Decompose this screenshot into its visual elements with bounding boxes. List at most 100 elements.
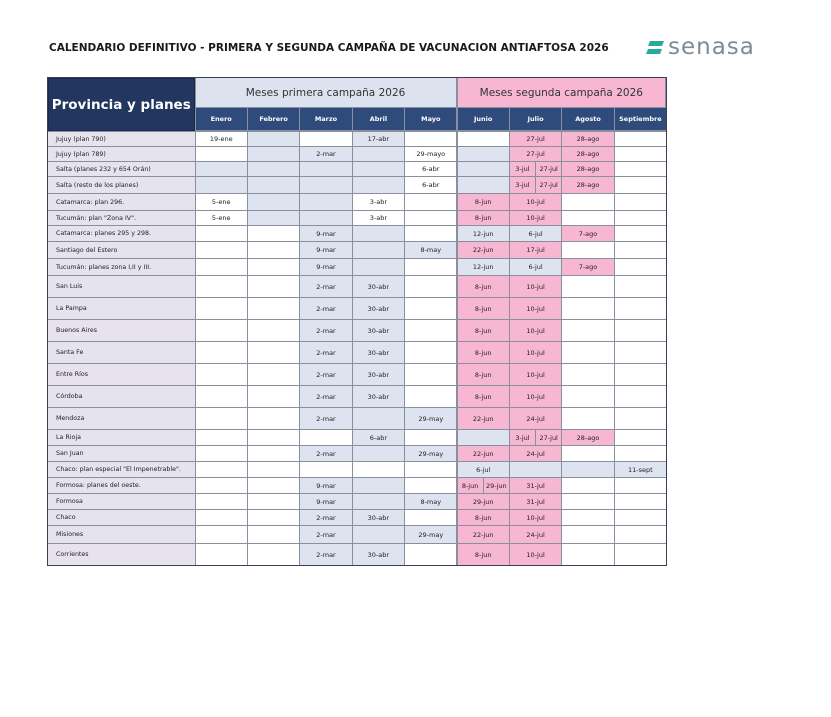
province-cell: Tucumán: planes zona I,II y III. [47, 258, 196, 276]
date-cell [404, 225, 458, 242]
date-cell [194, 493, 248, 510]
date-cell [194, 241, 248, 259]
date-cell: 2-mar [299, 543, 353, 566]
date-cell [613, 509, 668, 526]
month-header: Febrero [246, 107, 301, 131]
date-cell [613, 275, 668, 298]
date-cell: 5-ene [194, 193, 248, 211]
date-cell [561, 193, 615, 211]
month-header: Julio [508, 107, 563, 131]
date-cell: 3-jul 27-jul [508, 429, 563, 446]
date-cell [561, 241, 615, 259]
date: 3-jul [515, 181, 530, 189]
date-cell [351, 176, 406, 194]
date-cell: 3-abr [351, 193, 406, 211]
date-cell: 30-abr [351, 297, 406, 320]
date-cell [561, 341, 615, 364]
province-cell: Buenos Aires [47, 319, 196, 342]
date-cell [561, 275, 615, 298]
date-cell [561, 461, 615, 478]
date-cell [194, 176, 248, 194]
date-cell: 22-jun [456, 241, 510, 259]
date-cell [246, 477, 301, 494]
date-cell: 31-jul [508, 493, 563, 510]
date-cell [246, 131, 301, 147]
date-cell [561, 210, 615, 226]
date-cell: 8-jun [456, 385, 510, 408]
date-cell: 7-ago [561, 258, 615, 276]
date-cell: 28-ago [561, 146, 615, 162]
date-cell: 10-jul [508, 210, 563, 226]
date-cell [561, 319, 615, 342]
month-header: Marzo [299, 107, 353, 131]
date-cell [613, 385, 668, 408]
date-cell: 2-mar [299, 509, 353, 526]
province-cell: Catamarca: planes 295 y 298. [47, 225, 196, 242]
date-cell: 29-may [404, 445, 458, 462]
date: 27-jul [535, 430, 562, 445]
date-cell: 28-ago [561, 131, 615, 147]
date-cell [299, 429, 353, 446]
date-cell [613, 341, 668, 364]
date-cell [613, 146, 668, 162]
date-cell [246, 525, 301, 544]
date-cell [351, 477, 406, 494]
province-cell: Formosa [47, 493, 196, 510]
date: 3-jul [515, 433, 530, 442]
date-cell [246, 493, 301, 510]
date-cell [404, 210, 458, 226]
province-cell: Salta (resto de los planes) [47, 176, 196, 194]
date-cell: 2-mar [299, 363, 353, 386]
date-cell [246, 363, 301, 386]
date-cell [246, 385, 301, 408]
date-cell [194, 363, 248, 386]
date-cell [561, 445, 615, 462]
date-cell [613, 477, 668, 494]
date-cell [404, 477, 458, 494]
date: 3-jul [515, 165, 530, 173]
date-cell: 8-jun [456, 193, 510, 211]
date-cell [613, 319, 668, 342]
date-cell [456, 146, 510, 162]
date-cell [246, 319, 301, 342]
date: 8-jun [461, 481, 479, 490]
date-cell: 9-mar [299, 493, 353, 510]
date-cell [404, 258, 458, 276]
date-cell [299, 176, 353, 194]
date-cell [194, 161, 248, 177]
date-cell [246, 341, 301, 364]
date-cell: 8-jun [456, 275, 510, 298]
date-cell: 8-may [404, 493, 458, 510]
date-cell [613, 493, 668, 510]
date-cell: 2-mar [299, 385, 353, 408]
date-cell [299, 131, 353, 147]
date-cell [194, 225, 248, 242]
date-cell [561, 493, 615, 510]
date-cell [613, 131, 668, 147]
province-cell: La Rioja [47, 429, 196, 446]
date-cell [351, 461, 406, 478]
province-cell: Mendoza [47, 407, 196, 430]
date-cell [351, 258, 406, 276]
date-cell [351, 225, 406, 242]
date-cell: 22-jun [456, 407, 510, 430]
date-cell [561, 543, 615, 566]
date-cell: 27-jul [508, 146, 563, 162]
province-cell: Catamarca: plan 296. [47, 193, 196, 211]
date-cell: 2-mar [299, 146, 353, 162]
date-cell [404, 297, 458, 320]
date-cell [613, 258, 668, 276]
date-cell [404, 429, 458, 446]
date-cell: 6-abr [404, 176, 458, 194]
date-cell [246, 210, 301, 226]
date-cell [404, 131, 458, 147]
date-cell [456, 176, 510, 194]
date-cell: 31-jul [508, 477, 563, 494]
date-cell [404, 341, 458, 364]
date-cell [246, 275, 301, 298]
date-cell [613, 161, 668, 177]
date-cell: 8-jun [456, 297, 510, 320]
date-cell [613, 225, 668, 242]
month-header: Agosto [561, 107, 615, 131]
